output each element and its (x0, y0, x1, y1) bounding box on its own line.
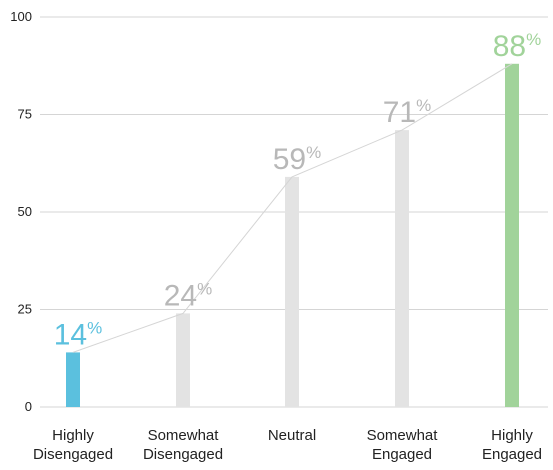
bar (395, 130, 409, 407)
connecting-line (72, 63, 513, 353)
y-tick-label: 25 (18, 302, 32, 317)
y-axis: 0 25 50 75 100 (10, 9, 32, 414)
bars (66, 63, 519, 408)
x-tick-label: Neutral (268, 427, 316, 444)
data-label: 88% (493, 30, 542, 63)
data-labels: 14% 24% 59% 71% 88% (54, 30, 542, 352)
y-tick-label: 75 (18, 107, 32, 122)
x-tick-label: Somewhat Disengaged (143, 427, 223, 463)
x-tick-label: Somewhat Engaged (367, 427, 439, 463)
bar (285, 176, 299, 407)
trend-line (72, 63, 513, 353)
data-label: 59% (273, 143, 322, 176)
bar (66, 352, 80, 407)
x-tick-label: Highly Disengaged (33, 427, 113, 463)
y-tick-label: 0 (25, 399, 32, 414)
data-label: 24% (164, 279, 213, 312)
data-label: 71% (383, 96, 432, 129)
x-axis: Highly Disengaged Somewhat Disengaged Neutra… (33, 427, 542, 463)
y-tick-label: 50 (18, 204, 32, 219)
bar (176, 313, 190, 407)
data-label: 14% (54, 318, 103, 351)
y-tick-label: 100 (10, 9, 32, 24)
bar (505, 63, 519, 408)
x-tick-label: Highly Engaged (482, 427, 542, 463)
